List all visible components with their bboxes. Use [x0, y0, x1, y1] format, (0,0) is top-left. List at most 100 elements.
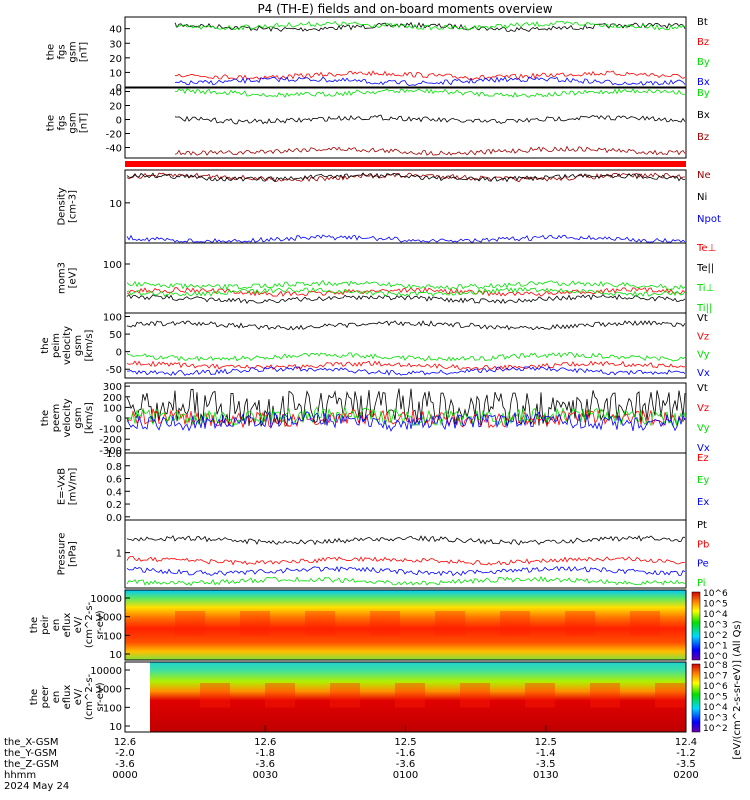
- x-row-label: hhmm: [4, 770, 36, 781]
- panel-peim-velocity: -50 0 50 100 the peim velocity gsm [km/s] Vt Vz Vy V…: [40, 312, 710, 379]
- spectrogram-band: [590, 683, 620, 708]
- spectrogram-band: [175, 611, 205, 636]
- legend-Ni: Ni: [697, 192, 707, 203]
- panel-temp: 100 mom3 [eV] Te⊥ Te|| Ti⊥ Ti||: [57, 242, 716, 314]
- spectrogram-band: [630, 611, 660, 636]
- y-axis-label: [cm-3]: [68, 190, 79, 223]
- spectrogram-peer-spec: [150, 662, 686, 732]
- y-tick-label: 0: [116, 414, 122, 425]
- spectrogram-band: [200, 683, 230, 708]
- y-axis-label: the: [29, 689, 40, 705]
- panel-frame: [124, 242, 687, 314]
- y-tick-label: 10: [109, 722, 122, 733]
- panel-fgs: -40 -20 0 20 40 the fgs gsm [nT] By Bx Bz: [46, 87, 710, 159]
- x-row-label: the_X-GSM: [4, 737, 58, 748]
- x-tick-value: -3.5: [536, 759, 556, 770]
- y-axis-label: the: [46, 115, 57, 131]
- y-tick-label: -200: [99, 435, 122, 446]
- y-tick-label: 40: [109, 88, 122, 99]
- x-tick-value: 0100: [393, 770, 418, 781]
- series-line-Pi: [126, 575, 686, 587]
- colorbar-label: [eV/(cm^2-s-sr-eV)] (All Qs): [732, 620, 743, 759]
- colorbar-tick: 10^0: [703, 652, 728, 662]
- y-tick-label: 1: [116, 549, 122, 560]
- y-tick-label: 0.4: [106, 487, 122, 498]
- figure-title: P4 (TH-E) fields and on-board moments ov…: [257, 2, 552, 16]
- series-line-Vx: [127, 365, 686, 376]
- x-tick-value: -1.8: [255, 748, 275, 759]
- series-line-Te⊥: [126, 287, 686, 297]
- x-date-label: 2024 May 24: [4, 781, 69, 792]
- y-tick-label: 100: [103, 313, 122, 324]
- y-tick-label: 0: [116, 116, 122, 127]
- legend-Ey: Ey: [697, 475, 709, 486]
- legend-Vt: Vt: [697, 313, 708, 324]
- series-line-Bz: [174, 145, 686, 156]
- y-axis-label: velocity: [62, 326, 73, 365]
- y-tick-label: 100: [103, 403, 122, 414]
- y-tick-label: 10: [109, 199, 122, 210]
- y-tick-label: 30: [109, 39, 122, 50]
- colorbar-1: [691, 591, 701, 661]
- series-line-Ti||: [126, 286, 686, 298]
- y-axis-label: the: [29, 617, 40, 633]
- x-axis-labels: the_X-GSM 12.6 12.6 12.5 12.5 12.4 the_Y-GSM -2…: [4, 725, 699, 792]
- colorbar-tick: 10^6: [703, 682, 728, 692]
- y-tick-label: 10000: [90, 666, 122, 677]
- y-axis-label: (cm^2-s-: [84, 601, 95, 648]
- y-axis-label: mom3: [57, 262, 68, 294]
- y-axis-label: eflux: [62, 685, 73, 710]
- series-line-Pt: [126, 535, 685, 546]
- colorbar-2: [691, 663, 701, 733]
- spectrogram-band: [305, 611, 335, 636]
- y-tick-label: -50: [106, 365, 122, 376]
- colorbar-tick: 10^5: [703, 600, 728, 610]
- y-tick-label: 20: [109, 54, 122, 65]
- legend-Vy: Vy: [697, 423, 710, 434]
- y-axis-label: gsm: [68, 41, 79, 62]
- series-line-Bx: [174, 114, 686, 125]
- y-axis-label: the: [46, 44, 57, 60]
- y-axis-label: fgs: [57, 44, 68, 59]
- series-line-Pe: [126, 565, 686, 577]
- series-line-Vt: [126, 320, 686, 331]
- y-axis-label: [nT]: [79, 42, 90, 62]
- spectrogram-band: [460, 683, 490, 708]
- y-axis-label: [km/s]: [84, 402, 95, 434]
- x-tick-value: 12.5: [535, 737, 557, 748]
- series-line-Bt: [174, 21, 686, 32]
- legend-Te||: Te||: [696, 263, 714, 274]
- spectrogram-band: [240, 611, 270, 636]
- legend-Bx: Bx: [697, 110, 710, 121]
- y-tick-label: -100: [99, 425, 122, 436]
- y-axis-label: the: [40, 337, 51, 353]
- x-tick-value: 12.5: [394, 737, 416, 748]
- panel-frame: [124, 169, 687, 244]
- spectrogram-band: [370, 611, 400, 636]
- y-tick-label: 1000: [97, 613, 122, 624]
- y-axis-label: velocity: [62, 398, 73, 437]
- legend-Bz: Bz: [697, 37, 709, 48]
- series-line-Npot: [126, 234, 686, 243]
- y-axis-label: peer: [40, 685, 51, 709]
- colorbar-tick: 10^6: [703, 589, 728, 599]
- series-line-By: [174, 20, 686, 31]
- panel-frame: [124, 589, 687, 661]
- colorbar-tick: 10^8: [703, 661, 728, 671]
- y-axis-label: [km/s]: [84, 329, 95, 361]
- x-tick-value: 0200: [673, 770, 698, 781]
- legend-Pt: Pt: [697, 520, 707, 531]
- x-tick-value: -1.4: [536, 748, 556, 759]
- y-tick-label: 10: [109, 68, 122, 79]
- legend-Vx: Vx: [697, 443, 710, 454]
- y-tick-label: 100: [103, 703, 122, 714]
- legend-Vz: Vz: [697, 403, 709, 414]
- legend-Vx: Vx: [697, 368, 710, 379]
- legend-Pi: Pi: [697, 578, 706, 589]
- colorbar-tick: 10^4: [703, 610, 728, 620]
- series-line-Vy: [126, 351, 686, 362]
- spectrogram-band: [395, 683, 425, 708]
- series-line-Bz: [175, 70, 686, 80]
